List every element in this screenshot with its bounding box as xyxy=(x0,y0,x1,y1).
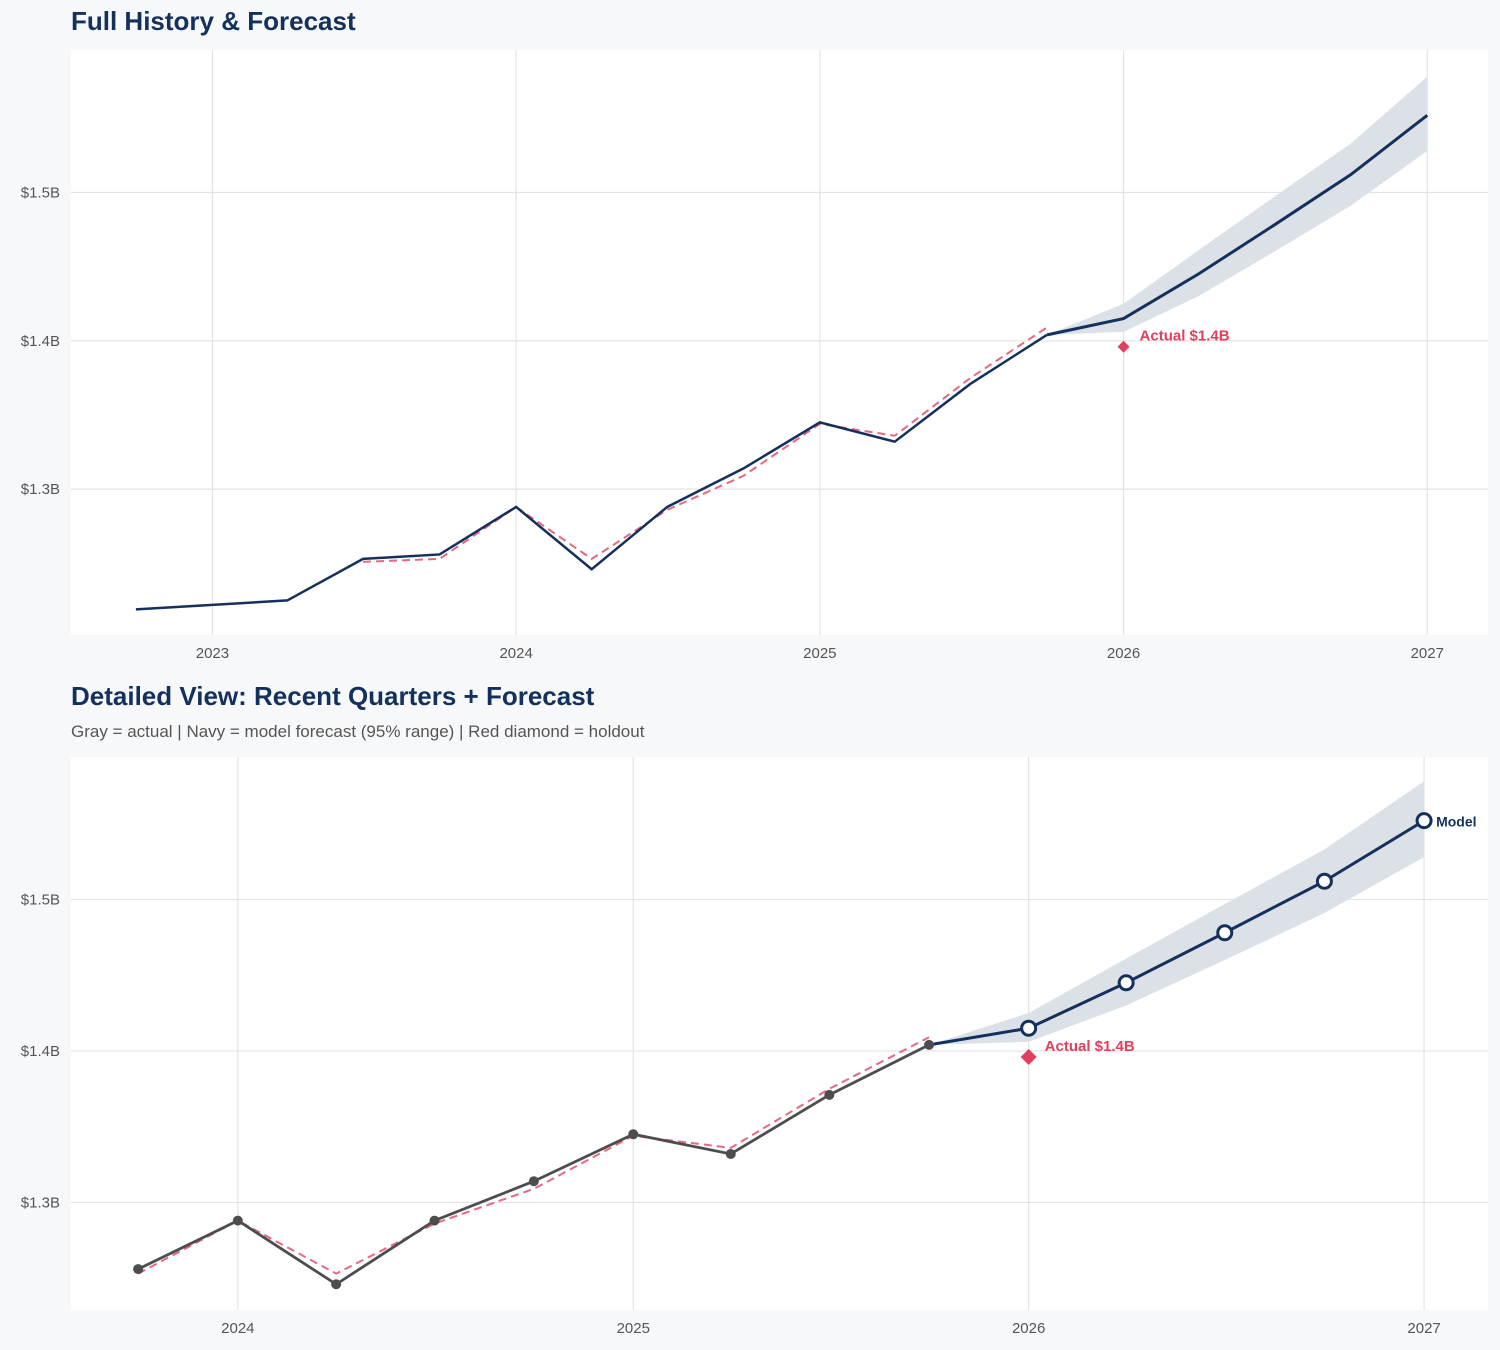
forecast-point xyxy=(1216,924,1234,942)
x-tick-label: 2023 xyxy=(196,645,229,662)
actual-point xyxy=(628,1129,639,1140)
x-tick-label: 2025 xyxy=(617,1320,650,1337)
actual-point xyxy=(725,1148,736,1159)
forecast-point xyxy=(1020,1019,1038,1037)
x-tick-label: 2024 xyxy=(499,645,532,662)
forecast-point xyxy=(1117,974,1135,992)
actual-point xyxy=(429,1215,440,1226)
fitted-line-dashed xyxy=(363,326,1048,563)
plot-area xyxy=(71,757,1488,1310)
chart-2: $1.3B $1.4B $1.5B 2024 2025 2026 2027 Actual $1… xyxy=(21,757,1488,1337)
x-tick-label: 2025 xyxy=(803,645,836,662)
chart-1: $1.3B $1.4B $1.5B 2023 2024 2025 2026 2027 Actua… xyxy=(21,50,1488,662)
holdout-label: Actual $1.4B xyxy=(1140,328,1230,345)
actual-point xyxy=(528,1176,539,1187)
holdout-label: Actual $1.4B xyxy=(1045,1038,1135,1055)
y-tick-label: $1.4B xyxy=(21,1043,60,1060)
y-tick-label: $1.3B xyxy=(21,1194,60,1211)
model-label: Model xyxy=(1436,814,1476,830)
forecast-point xyxy=(1415,812,1433,830)
forecast-line xyxy=(1046,114,1429,337)
actual-line xyxy=(135,333,1048,611)
actual-point xyxy=(232,1215,243,1226)
holdout-diamond xyxy=(1020,1048,1037,1065)
x-tick-label: 2024 xyxy=(221,1320,254,1337)
chart-title-detailed-view: Detailed View: Recent Quarters + Forecas… xyxy=(71,681,595,711)
holdout-diamond xyxy=(1117,340,1130,353)
forecast-point xyxy=(1315,872,1333,890)
actual-point xyxy=(133,1264,144,1275)
chart-subtitle-legend: Gray = actual | Navy = model forecast (9… xyxy=(71,722,645,741)
actual-point xyxy=(331,1279,342,1290)
chart-title-full-history: Full History & Forecast xyxy=(71,6,356,36)
x-tick-label: 2026 xyxy=(1107,645,1140,662)
y-tick-label: $1.5B xyxy=(21,891,60,908)
fitted-line-dashed xyxy=(137,1036,930,1275)
y-tick-label: $1.5B xyxy=(21,184,60,201)
x-tick-label: 2027 xyxy=(1407,1320,1440,1337)
y-tick-label: $1.4B xyxy=(21,333,60,350)
x-tick-label: 2026 xyxy=(1012,1320,1045,1337)
actual-point xyxy=(924,1039,934,1050)
plot-area xyxy=(71,50,1488,635)
forecast-line xyxy=(928,819,1425,1047)
actual-point xyxy=(824,1089,835,1100)
x-tick-label: 2027 xyxy=(1411,645,1444,662)
y-tick-label: $1.3B xyxy=(21,481,60,498)
